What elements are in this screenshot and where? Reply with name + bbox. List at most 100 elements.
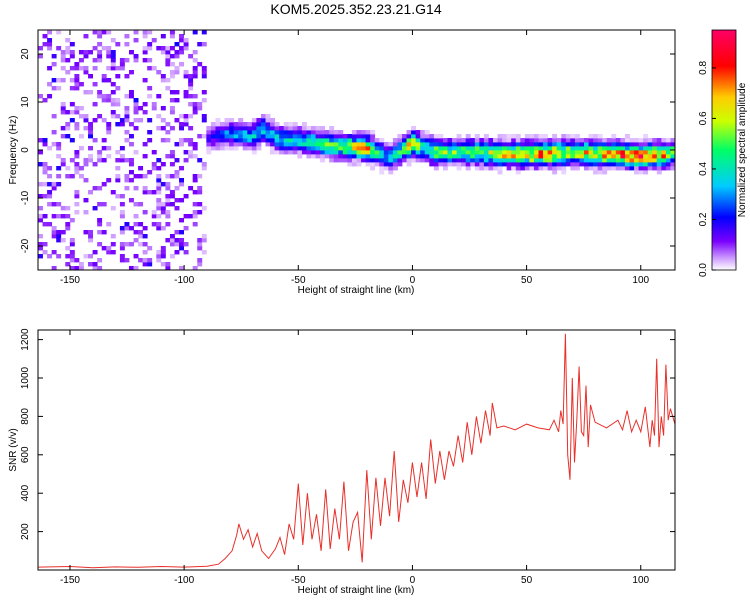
heatmap-cell (124, 74, 130, 79)
heatmap-cell (447, 138, 453, 143)
heatmap-cell (110, 190, 116, 195)
heatmap-cell (279, 130, 285, 135)
heatmap-cell (429, 138, 435, 143)
heatmap-cell (220, 126, 225, 131)
heatmap-cell (42, 166, 48, 171)
heatmap-cell (169, 62, 175, 67)
heatmap-cell (38, 54, 43, 59)
heatmap-cell (97, 154, 103, 159)
heatmap-cell (56, 146, 62, 151)
heatmap-cell (133, 254, 139, 259)
heatmap-cell (520, 154, 526, 159)
heatmap-cell (42, 170, 48, 175)
heatmap-cell (415, 138, 421, 143)
heatmap-cell (624, 150, 630, 155)
heatmap-cell (133, 110, 139, 115)
heatmap-cell (220, 134, 225, 139)
heatmap-cell (101, 158, 107, 163)
heatmap-cell (647, 146, 653, 151)
heatmap-cell (452, 150, 457, 155)
heatmap-cell (474, 146, 480, 151)
heatmap-cell (297, 130, 303, 135)
heatmap-cell (397, 146, 403, 151)
heatmap-cell (142, 186, 148, 191)
heatmap-cell (265, 130, 271, 135)
heatmap-cell (115, 166, 121, 171)
heatmap-cell (479, 150, 485, 155)
heatmap-cell (78, 146, 84, 151)
heatmap-cell (442, 146, 448, 151)
heatmap-cell (488, 154, 494, 159)
heatmap-cell (320, 154, 326, 159)
heatmap-cell (584, 150, 589, 155)
heatmap-cell (584, 142, 589, 147)
heatmap-cell (442, 142, 448, 147)
heatmap-cell (593, 158, 599, 163)
heatmap-cell (493, 154, 498, 159)
heatmap-cell (397, 134, 403, 139)
heatmap-cell (138, 258, 144, 263)
heatmap-cell (92, 102, 98, 107)
heatmap-cell (652, 150, 658, 155)
heatmap-cell (92, 66, 98, 71)
heatmap-cell (174, 158, 180, 163)
heatmap-cell (497, 146, 503, 151)
heatmap-cell (570, 162, 576, 167)
heatmap-cell (397, 142, 403, 147)
heatmap-cell (638, 162, 644, 167)
heatmap-cell (169, 34, 175, 39)
heatmap-cell (115, 150, 121, 155)
heatmap-cell (602, 142, 608, 147)
heatmap-cell (78, 114, 84, 119)
heatmap-cell (297, 138, 303, 143)
heatmap-cell (206, 146, 212, 151)
heatmap-cell (47, 254, 53, 259)
heatmap-cell (92, 162, 98, 167)
colorbar-tick-label: 0.4 (698, 162, 709, 176)
heatmap-cell (247, 130, 253, 135)
heatmap-cell (192, 50, 198, 55)
heatmap-cell (351, 154, 357, 159)
heatmap-cell (124, 158, 130, 163)
heatmap-cell (142, 258, 148, 263)
heatmap-cell (124, 106, 130, 111)
heatmap-cell (338, 142, 344, 147)
heatmap-cell (160, 246, 166, 251)
heatmap-cell (420, 154, 426, 159)
colorbar-label: Normalized spectral amplitude (737, 82, 748, 217)
heatmap-cell (461, 154, 467, 159)
heatmap-cell (188, 186, 194, 191)
heatmap-cell (51, 214, 57, 219)
heatmap-cell (69, 86, 75, 91)
heatmap-cell (201, 30, 207, 35)
heatmap-cell (602, 154, 608, 159)
spectrogram-x-ticks: -150 -100 -50 0 50 100 (60, 30, 650, 286)
heatmap-cell (570, 146, 576, 151)
heatmap-cell (188, 126, 194, 131)
heatmap-cell (502, 154, 508, 159)
heatmap-cell (47, 46, 53, 51)
heatmap-cell (115, 102, 121, 107)
heatmap-cell (197, 106, 203, 111)
heatmap-cell (220, 138, 225, 143)
heatmap-cell (411, 130, 417, 135)
heatmap-cell (106, 178, 112, 183)
heatmap-cell (347, 142, 353, 147)
heatmap-cell (543, 146, 548, 151)
heatmap-cell (110, 102, 116, 107)
heatmap-cell (661, 154, 667, 159)
heatmap-cell (110, 234, 116, 239)
heatmap-cell (110, 38, 116, 43)
heatmap-cell (597, 138, 603, 143)
heatmap-cell (97, 50, 103, 55)
heatmap-cell (138, 202, 144, 207)
heatmap-cell (342, 150, 348, 155)
heatmap-cell (379, 154, 385, 159)
heatmap-cell (543, 158, 548, 163)
heatmap-cell (520, 162, 526, 167)
heatmap-cell (83, 114, 89, 119)
heatmap-cell (251, 150, 257, 155)
heatmap-cell (238, 126, 244, 131)
heatmap-cell (415, 134, 421, 139)
heatmap-cell (529, 150, 535, 155)
